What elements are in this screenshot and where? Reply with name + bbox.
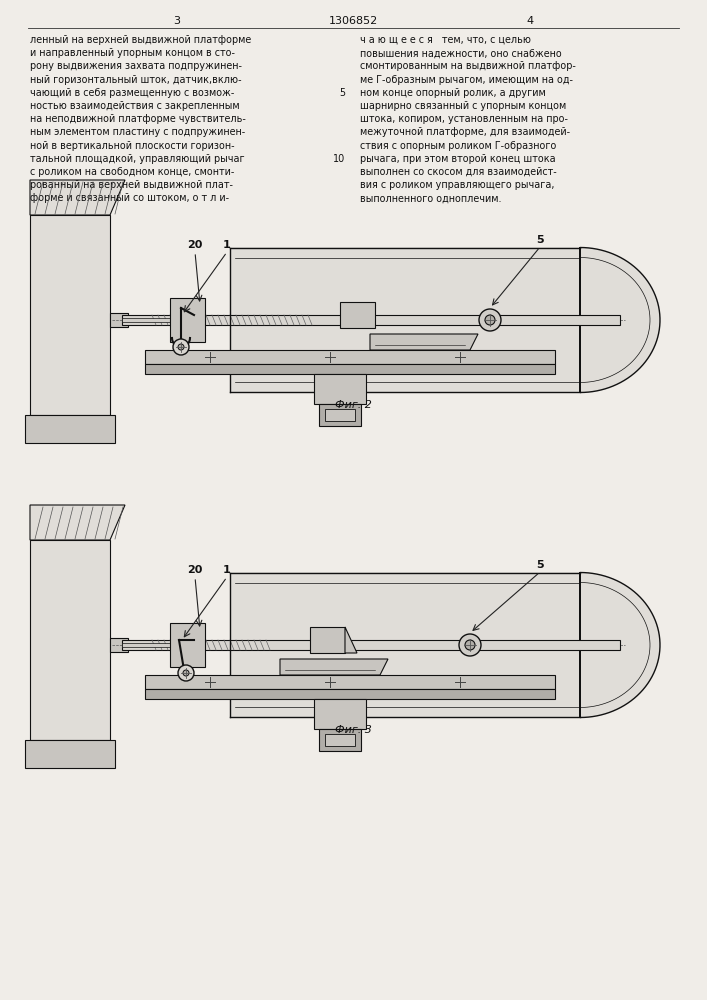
Text: 20: 20 bbox=[187, 565, 203, 575]
Bar bbox=[145, 675, 555, 689]
Bar bbox=[110, 313, 128, 327]
Text: чающий в себя размещенную с возмож-: чающий в себя размещенную с возмож- bbox=[30, 88, 235, 98]
Bar bbox=[25, 740, 115, 768]
Text: рону выдвижения захвата подпружинен-: рону выдвижения захвата подпружинен- bbox=[30, 61, 242, 71]
Bar bbox=[170, 298, 205, 342]
Text: 20: 20 bbox=[187, 240, 203, 250]
Text: на неподвижной платформе чувствитель-: на неподвижной платформе чувствитель- bbox=[30, 114, 246, 124]
Bar bbox=[122, 643, 170, 647]
Circle shape bbox=[178, 344, 184, 350]
Bar bbox=[230, 247, 580, 392]
Text: повышения надежности, оно снабжено: повышения надежности, оно снабжено bbox=[360, 48, 562, 58]
Polygon shape bbox=[580, 572, 660, 718]
Polygon shape bbox=[30, 180, 125, 215]
Text: и направленный упорным концом в сто-: и направленный упорным концом в сто- bbox=[30, 48, 235, 58]
Text: 5: 5 bbox=[339, 88, 345, 98]
Text: 10: 10 bbox=[333, 154, 345, 164]
Bar bbox=[110, 638, 128, 652]
Bar bbox=[122, 318, 170, 322]
Bar bbox=[325, 734, 355, 746]
Text: ностью взаимодействия с закрепленным: ностью взаимодействия с закрепленным bbox=[30, 101, 240, 111]
Text: ном конце опорный ролик, а другим: ном конце опорный ролик, а другим bbox=[360, 88, 546, 98]
Text: межуточной платформе, для взаимодей-: межуточной платформе, для взаимодей- bbox=[360, 127, 570, 137]
Bar bbox=[314, 699, 366, 729]
Text: ленный на верхней выдвижной платформе: ленный на верхней выдвижной платформе bbox=[30, 35, 251, 45]
Text: выполненного одноплечим.: выполненного одноплечим. bbox=[360, 193, 501, 203]
Text: ствия с опорным роликом Г-образного: ствия с опорным роликом Г-образного bbox=[360, 141, 556, 151]
Text: Фиг. 2: Фиг. 2 bbox=[334, 400, 371, 410]
Circle shape bbox=[178, 665, 194, 681]
Text: ч а ю щ е е с я   тем, что, с целью: ч а ю щ е е с я тем, что, с целью bbox=[360, 35, 531, 45]
Polygon shape bbox=[370, 334, 478, 350]
Text: 1: 1 bbox=[223, 240, 231, 250]
Bar bbox=[145, 350, 555, 364]
Bar bbox=[230, 572, 580, 717]
Circle shape bbox=[485, 315, 495, 325]
Bar bbox=[25, 415, 115, 443]
Bar bbox=[145, 364, 555, 374]
Text: выполнен со скосом для взаимодейст-: выполнен со скосом для взаимодейст- bbox=[360, 167, 556, 177]
Bar bbox=[340, 302, 375, 328]
Circle shape bbox=[459, 634, 481, 656]
Text: форме и связанный со штоком, о т л и-: форме и связанный со штоком, о т л и- bbox=[30, 193, 229, 203]
Bar bbox=[325, 409, 355, 421]
Text: вия с роликом управляющего рычага,: вия с роликом управляющего рычага, bbox=[360, 180, 554, 190]
Bar bbox=[122, 640, 620, 650]
Bar bbox=[122, 315, 620, 325]
Bar bbox=[145, 689, 555, 699]
Text: 1: 1 bbox=[223, 565, 231, 575]
Polygon shape bbox=[580, 247, 660, 392]
Text: рычага, при этом второй конец штока: рычага, при этом второй конец штока bbox=[360, 154, 556, 164]
Bar bbox=[310, 627, 345, 653]
Text: 4: 4 bbox=[527, 16, 534, 26]
Text: 3: 3 bbox=[173, 16, 180, 26]
Bar bbox=[314, 374, 366, 404]
Text: ме Г-образным рычагом, имеющим на од-: ме Г-образным рычагом, имеющим на од- bbox=[360, 75, 573, 85]
Bar bbox=[319, 404, 361, 426]
Bar bbox=[30, 215, 110, 415]
Circle shape bbox=[479, 309, 501, 331]
Bar bbox=[170, 623, 205, 667]
Text: смонтированным на выдвижной платфор-: смонтированным на выдвижной платфор- bbox=[360, 61, 576, 71]
Text: 5: 5 bbox=[536, 235, 544, 245]
Bar bbox=[319, 729, 361, 751]
Text: рованный на верхней выдвижной плат-: рованный на верхней выдвижной плат- bbox=[30, 180, 233, 190]
Text: ной в вертикальной плоскости горизон-: ной в вертикальной плоскости горизон- bbox=[30, 141, 235, 151]
Text: 5: 5 bbox=[536, 560, 544, 570]
Circle shape bbox=[173, 339, 189, 355]
Circle shape bbox=[183, 670, 189, 676]
Polygon shape bbox=[280, 659, 388, 675]
Text: Фиг. 3: Фиг. 3 bbox=[334, 725, 371, 735]
Bar bbox=[30, 540, 110, 740]
Text: 1306852: 1306852 bbox=[328, 16, 378, 26]
Polygon shape bbox=[30, 505, 125, 540]
Circle shape bbox=[465, 640, 475, 650]
Text: ный горизонтальный шток, датчик,вклю-: ный горизонтальный шток, датчик,вклю- bbox=[30, 75, 242, 85]
Text: тальной площадкой, управляющий рычаг: тальной площадкой, управляющий рычаг bbox=[30, 154, 245, 164]
Text: с роликом на свободном конце, смонти-: с роликом на свободном конце, смонти- bbox=[30, 167, 235, 177]
Text: штока, копиром, установленным на про-: штока, копиром, установленным на про- bbox=[360, 114, 568, 124]
Text: шарнирно связанный с упорным концом: шарнирно связанный с упорным концом bbox=[360, 101, 566, 111]
Polygon shape bbox=[345, 627, 357, 653]
Text: ным элементом пластину с подпружинен-: ным элементом пластину с подпружинен- bbox=[30, 127, 245, 137]
